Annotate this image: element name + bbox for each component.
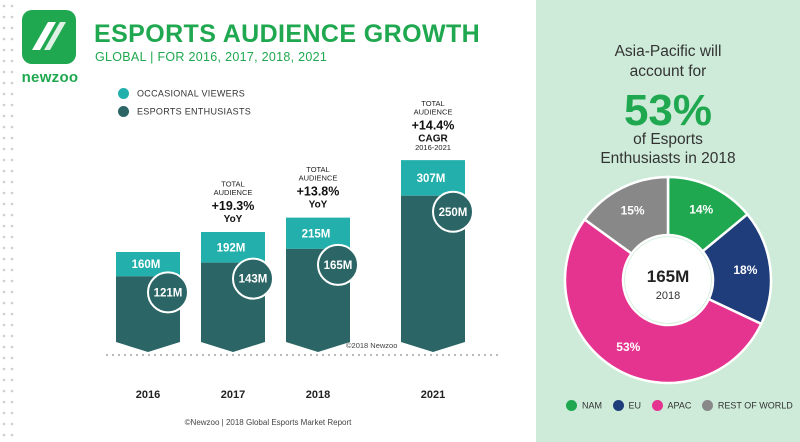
newzoo-logo-icon [22,10,76,64]
apac-share-highlight: 53% [623,86,713,135]
annotation-2017-line-1: AUDIENCE [214,188,253,197]
legend-swatch-apac [651,400,663,412]
legend-item-enthusiasts: ESPORTS ENTHUSIASTS [118,106,252,118]
value-badge-enthusiasts-2021 [432,190,474,233]
value-label-enthusiasts-2017: 143M [239,274,268,286]
value-label-occasional-2018: 215M [302,228,331,240]
legend-label-eu: EU [628,400,642,411]
value-label-enthusiasts-2021: 250M [439,207,468,219]
annotation-2021-line-3: CAGR [418,134,448,145]
donut-label-eu: 18% [733,263,757,277]
apac-text-line2: account for [629,63,707,80]
legend-item-apac: APAC [651,400,692,412]
bar-occasional-2018 [286,217,350,249]
legend-swatch-rest [701,400,713,412]
donut-label-apac: 53% [616,340,640,354]
donut-center-label: 2018 [656,290,680,302]
annotation-2017-line-2: +19.3% [212,199,255,213]
value-label-occasional-2016: 160M [132,259,161,271]
annotation-2021-line-2: +14.4% [412,119,455,133]
donut-hole [625,237,711,323]
donut-slice-apac [563,217,763,385]
value-label-occasional-2021: 307M [417,173,446,185]
donut-slice-rest [582,175,670,256]
bar-occasional-2017 [201,232,265,263]
value-badge-enthusiasts-2017 [232,257,274,300]
value-label-enthusiasts-2016: 121M [154,287,183,299]
annotation-2021-line-0: TOTAL [421,99,444,108]
category-label-2016: 2016 [136,389,160,401]
value-badge-enthusiasts-2016 [147,271,189,314]
legend-label-apac: APAC [667,400,692,411]
legend-swatch-eu [612,400,624,412]
donut-center-value: 165M [647,267,690,286]
legend-label-enthusiasts: ESPORTS ENTHUSIASTS [137,106,252,117]
value-label-occasional-2017: 192M [217,242,246,254]
annotation-2017-line-0: TOTAL [221,180,244,189]
annotation-2021-line-4: 2016-2021 [415,143,451,152]
annotation-2018-line-2: +13.8% [297,185,340,199]
stacked-bar-chart: 160M 121M 2016 192M 143M 2017 215M 165M 2018 307M… [106,99,500,401]
legend-item-occasional: OCCASIONAL VIEWERS [118,88,246,100]
page-subtitle: GLOBAL | FOR 2016, 2017, 2018, 2021 [95,50,328,64]
annotation-2021-line-1: AUDIENCE [414,108,453,117]
legend-label-occasional: OCCASIONAL VIEWERS [137,88,246,99]
region-donut-chart: 14% 18% 53% 15% 165M 2018 [563,175,773,385]
donut-legend: NAM EU APAC REST OF WORLD [566,400,800,412]
annotation-2018-line-3: YoY [309,200,328,211]
legend-label-rest: REST OF WORLD [717,400,793,411]
apac-text-line3: of Esports [633,131,703,148]
legend-label-nam: NAM [582,400,602,411]
legend-item-nam: NAM [566,400,602,412]
brand-name: newzoo [21,69,79,86]
category-label-2017: 2017 [221,389,245,401]
category-label-2021: 2021 [421,389,445,401]
annotation-2017-line-3: YoY [224,214,243,225]
page-title: ESPORTS AUDIENCE GROWTH [94,20,481,48]
decorative-dot-column [2,4,14,437]
apac-text-line4: Enthusiasts in 2018 [600,150,736,167]
footer-source: ©Newzoo | 2018 Global Esports Market Rep… [184,418,352,427]
donut-label-rest: 15% [621,204,645,218]
chart-copyright: ©2018 Newzoo [346,341,398,350]
legend-swatch-nam [566,400,577,412]
donut-label-nam: 14% [689,202,713,216]
value-badge-enthusiasts-2018 [317,243,359,286]
annotation-2018-line-1: AUDIENCE [299,174,338,183]
legend-swatch-enthusiasts [118,106,129,118]
legend-item-eu: EU [612,400,642,412]
value-label-enthusiasts-2018: 165M [324,260,353,272]
bar-occasional-2021 [401,160,465,196]
bar-enthusiasts-2021 [401,195,465,352]
bar-chart-panel: newzoo ESPORTS AUDIENCE GROWTH GLOBAL | … [21,10,500,427]
legend-item-rest: REST OF WORLD [701,400,793,412]
apac-text-line1: Asia-Pacific will [614,43,722,60]
legend-swatch-occasional [118,88,129,100]
category-label-2018: 2018 [306,389,330,401]
annotation-2018-line-0: TOTAL [306,165,329,174]
